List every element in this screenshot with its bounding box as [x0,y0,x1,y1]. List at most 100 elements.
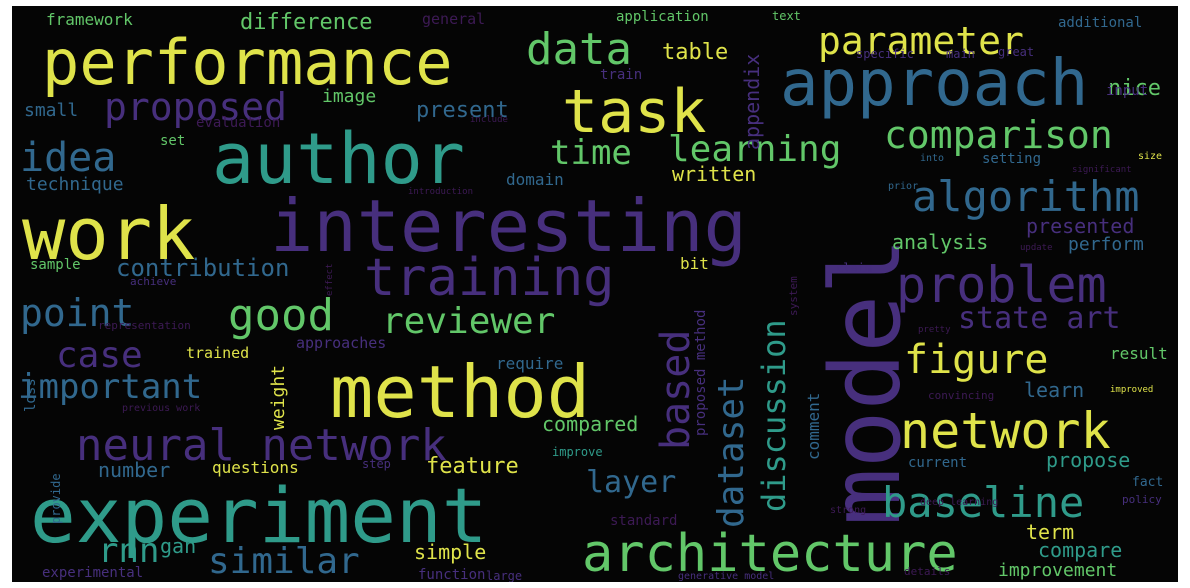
cloud-word: difference [240,10,373,35]
cloud-word: analysis [892,230,989,254]
cloud-word: result [1110,344,1168,363]
cloud-word: trained [186,344,250,362]
cloud-word: simple [414,540,487,564]
cloud-word: learn [1024,378,1085,402]
word-cloud: model experiment interesting author perf… [12,6,1178,582]
cloud-word: comparison [884,113,1113,157]
cloud-word: data [526,24,632,75]
cloud-word: appendix [740,53,764,150]
cloud-word: similar [208,541,360,582]
cloud-word: term [1026,520,1075,544]
cloud-word: update [1020,243,1053,253]
cloud-word: gan [160,534,197,558]
cloud-word: input [1106,83,1149,99]
cloud-word: feature [426,454,519,479]
cloud-word: fact [1132,475,1164,490]
cloud-word: representation [98,319,191,332]
cloud-word: into [920,153,945,164]
cloud-word: previous work [122,403,201,414]
cloud-word: sample [30,257,81,273]
cloud-word: bit [680,254,709,273]
cloud-word: present [416,98,509,123]
cloud-word: significant [1072,165,1132,175]
cloud-word: size [1138,151,1163,162]
cloud-word: image [322,86,377,107]
cloud-word: pretty [918,325,951,335]
cloud-word: framework [46,10,133,29]
cloud-word: proposed [104,85,288,129]
cloud-word: domain [506,170,564,189]
cloud-word: small [24,100,79,121]
cloud-word: policy [1122,493,1162,506]
cloud-word: idea [20,135,117,181]
cloud-word: prior [888,181,919,192]
cloud-word: text [772,9,801,23]
cloud-word: algorithm [912,172,1140,221]
cloud-word: achieve [130,275,177,288]
cloud-word: setting [982,151,1042,167]
cloud-word: approaches [296,334,387,352]
cloud-word: point [20,291,135,335]
cloud-word: written [672,162,757,186]
cloud-word: perform [1068,234,1144,255]
cloud-word: neural network [76,420,447,471]
cloud-word: figure [904,337,1049,383]
cloud-word: task [562,77,707,147]
cloud-word: require [496,354,564,373]
cloud-word: propose [1046,448,1131,472]
cloud-word: specific [856,47,914,61]
cloud-word: network [900,402,1111,460]
cloud-word: additional [1058,15,1143,31]
cloud-word: great [998,45,1035,59]
cloud-word: author [212,118,465,200]
cloud-word: experimental [42,565,144,581]
cloud-word: provide [49,473,63,524]
cloud-word: train [600,67,643,83]
cloud-word: main [946,47,975,61]
cloud-word: claim [836,261,873,275]
cloud-word: interesting [270,184,747,268]
cloud-word: performance [42,26,453,99]
cloud-word: loss [23,378,39,412]
cloud-word: dataset [711,376,752,528]
cloud-word: baseline [882,478,1085,527]
cloud-word: problem [896,256,1107,314]
cloud-word: details [904,565,951,578]
cloud-word: number [98,458,171,482]
cloud-word: method [330,350,591,434]
cloud-word: presented [1026,214,1135,238]
cloud-word: based [653,329,699,450]
cloud-word: general [422,10,486,28]
cloud-word: nice [1108,76,1161,101]
cloud-word: comment [804,392,823,460]
cloud-word: parameter [818,19,1024,63]
cloud-word: work [22,192,196,276]
cloud-word: questions [212,458,299,477]
cloud-word: technique [26,174,124,195]
cloud-word: case [56,335,143,376]
cloud-word: proposed method [693,309,709,436]
cloud-word: important [18,367,203,407]
cloud-word: evaluation [196,115,281,131]
cloud-word: reviewer [382,301,556,342]
cloud-word: deep learning [920,497,999,508]
cloud-word: experiment [30,471,488,560]
cloud-word: architecture [582,524,958,582]
cloud-word: include [470,115,508,125]
cloud-word: introduction [408,187,474,197]
cloud-word: training [364,248,615,308]
cloud-word: improve [552,445,603,459]
cloud-word: discussion [755,319,793,512]
cloud-word: set [160,133,186,149]
cloud-word: improved [1110,385,1154,395]
cloud-word: standard [610,513,678,529]
cloud-word: approach [780,47,1089,121]
cloud-word: large [486,569,523,582]
cloud-word: generative model [678,571,775,582]
cloud-word: function [418,567,486,582]
cloud-word: strong [830,505,867,516]
cloud-word: system [787,276,800,316]
cloud-word: rnn [98,531,160,571]
cloud-word: convincing [928,389,995,402]
cloud-word: compared [542,412,639,436]
